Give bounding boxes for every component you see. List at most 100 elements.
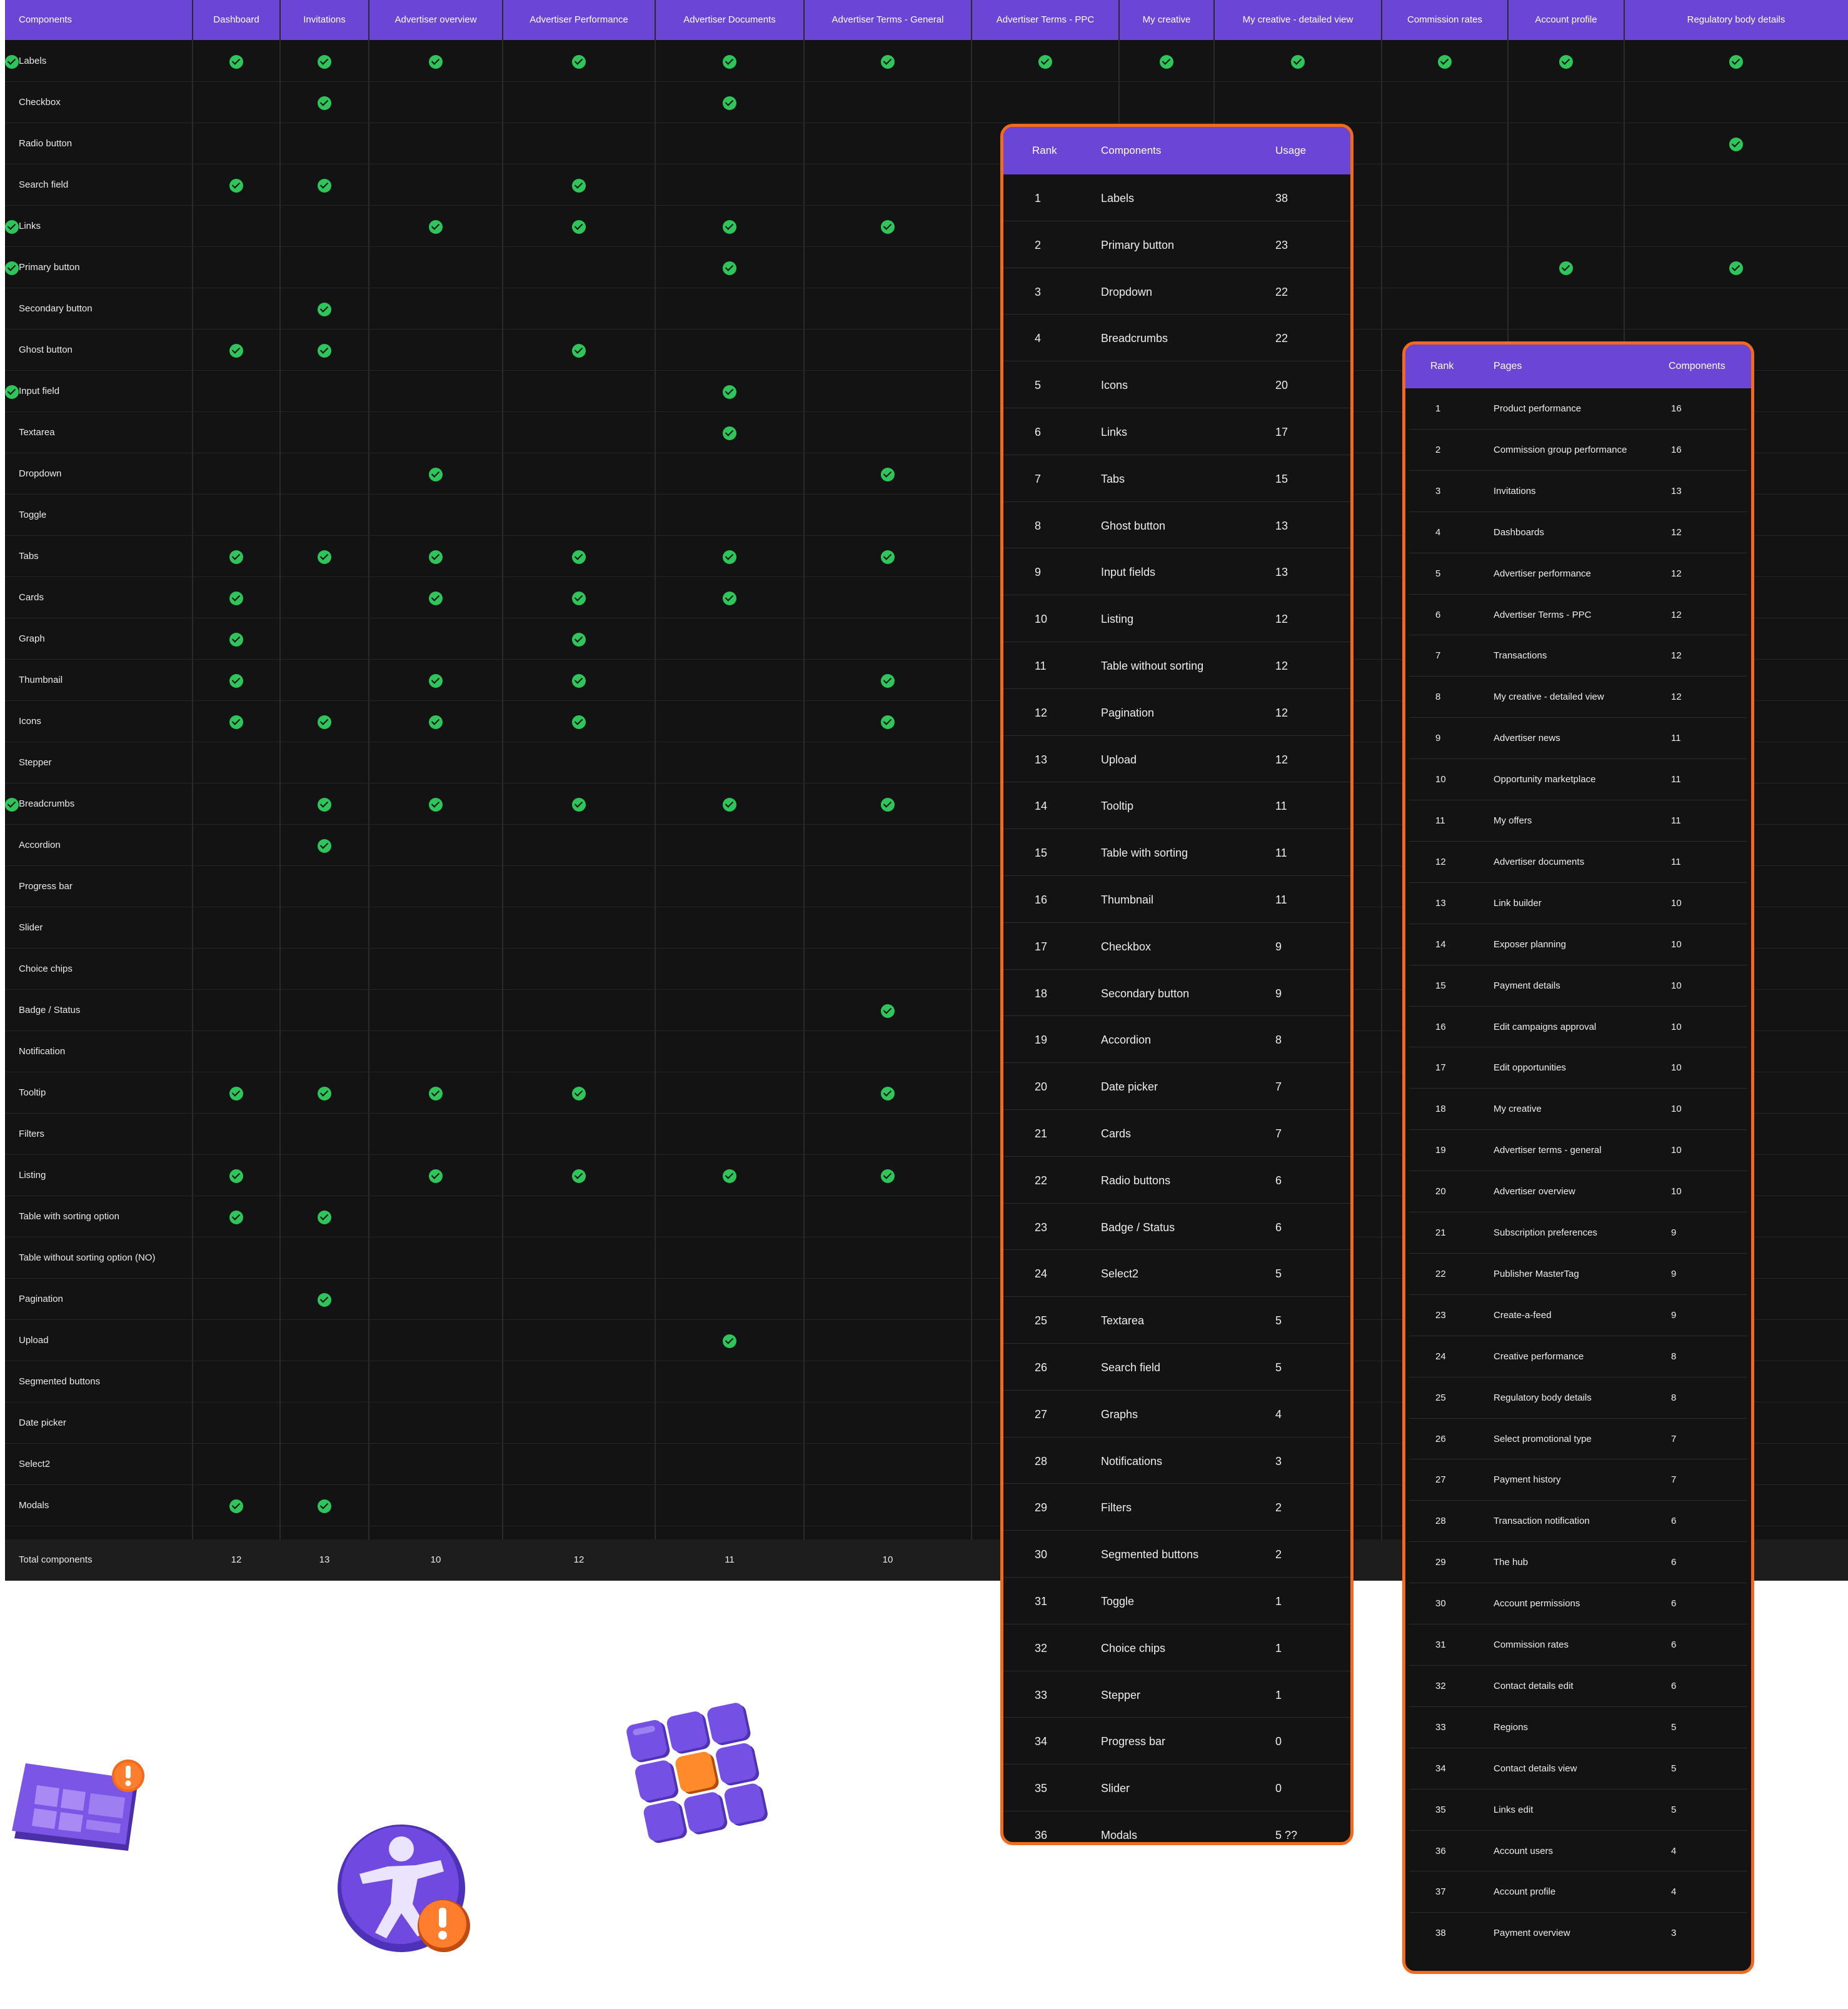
page-name: Advertiser Terms - PPC — [1494, 609, 1592, 620]
usage-rank: 35 — [1035, 1782, 1048, 1795]
usage-component: Progress bar — [1101, 1735, 1166, 1748]
page-component-count: 10 — [1671, 1104, 1682, 1115]
page-name: Contact details edit — [1494, 1680, 1574, 1691]
table-warning-icon — [9, 1751, 153, 1866]
usage-row-divider — [1003, 1249, 1350, 1251]
page-name: Commission group performance — [1494, 444, 1627, 455]
check-icon — [318, 1499, 331, 1513]
check-icon — [229, 344, 243, 358]
usage-rank: 21 — [1035, 1127, 1048, 1140]
row-label: Pagination — [19, 1294, 63, 1304]
usage-component: Search field — [1101, 1361, 1161, 1374]
page-component-count: 8 — [1671, 1392, 1677, 1403]
page-name: Publisher MasterTag — [1494, 1268, 1579, 1279]
usage-rank: 15 — [1035, 847, 1048, 860]
component-grid-icon — [625, 1701, 772, 1845]
page-component-count: 6 — [1671, 1557, 1677, 1568]
page-name: Payment history — [1494, 1474, 1561, 1486]
row-divider — [5, 370, 1848, 371]
usage-component: Date picker — [1101, 1080, 1158, 1094]
page-name: Transaction notification — [1494, 1516, 1590, 1527]
row-label: Accordion — [19, 840, 61, 850]
row-label: Cards — [19, 592, 44, 603]
usage-row-divider — [1003, 1062, 1350, 1064]
page-rank: 7 — [1435, 650, 1441, 662]
row-divider — [5, 865, 1848, 866]
usage-row-divider — [1003, 1717, 1350, 1718]
usage-rank: 12 — [1035, 706, 1048, 719]
page-name: Contact details view — [1494, 1763, 1577, 1774]
row-label: Primary button — [19, 262, 80, 273]
usage-rank: 3 — [1035, 285, 1042, 298]
usage-rank: 24 — [1035, 1267, 1048, 1281]
page-rank: 8 — [1435, 692, 1441, 703]
page-component-count: 4 — [1671, 1886, 1677, 1898]
usage-component: Badge / Status — [1101, 1221, 1175, 1234]
row-label: Tabs — [19, 551, 39, 561]
page-component-count: 10 — [1671, 980, 1682, 991]
check-icon — [723, 385, 736, 399]
usage-count: 17 — [1275, 426, 1288, 438]
check-icon — [229, 55, 243, 69]
usage-count: 1 — [1275, 1595, 1282, 1608]
page-component-count: 6 — [1671, 1516, 1677, 1527]
total-label: Total components — [19, 1554, 93, 1565]
usage-count: 22 — [1275, 285, 1288, 298]
page-name: Edit campaigns approval — [1494, 1021, 1597, 1032]
usage-rank: 25 — [1035, 1314, 1048, 1327]
pages-panel-header: Rank Pages Components — [1405, 345, 1751, 388]
page-name: Advertiser performance — [1494, 568, 1591, 579]
row-label: Date picker — [19, 1417, 66, 1428]
check-icon — [429, 674, 443, 688]
usage-component: Segmented buttons — [1101, 1548, 1199, 1561]
usage-component: Links — [1101, 426, 1128, 438]
check-icon — [572, 179, 586, 193]
page-name: Payment overview — [1494, 1928, 1570, 1939]
check-icon — [723, 220, 736, 234]
usage-row-divider — [1003, 1202, 1350, 1204]
usage-rank: 30 — [1035, 1548, 1048, 1561]
page-name: Product performance — [1494, 403, 1582, 414]
row-divider — [5, 329, 1848, 330]
page-name: Advertiser overview — [1494, 1186, 1575, 1197]
page-component-count: 6 — [1671, 1598, 1677, 1609]
page-name: Account permissions — [1494, 1598, 1580, 1609]
check-icon — [318, 1087, 331, 1100]
row-label: Listing — [19, 1170, 46, 1181]
usage-rank: 17 — [1035, 940, 1048, 953]
page-rank: 34 — [1435, 1763, 1446, 1774]
usage-component: Pagination — [1101, 706, 1155, 719]
pages-header-components: Components — [1669, 361, 1725, 371]
usage-component: Tooltip — [1101, 800, 1134, 813]
usage-count: 0 — [1275, 1782, 1282, 1795]
page-rank: 30 — [1435, 1598, 1446, 1609]
row-divider — [5, 205, 1848, 206]
check-icon — [318, 344, 331, 358]
row-label: Stepper — [19, 757, 52, 768]
page-name: Regions — [1494, 1721, 1529, 1733]
page-row-divider — [1409, 1088, 1747, 1089]
column-header: My creative - detailed view — [1242, 14, 1353, 25]
page-rank: 33 — [1435, 1721, 1446, 1733]
usage-row-divider — [1003, 1764, 1350, 1765]
check-icon — [229, 1087, 243, 1100]
usage-component: Breadcrumbs — [1101, 332, 1168, 345]
page-name: My creative — [1494, 1104, 1542, 1115]
check-icon — [723, 261, 736, 275]
usage-component: Primary button — [1101, 238, 1175, 251]
page-component-count: 5 — [1671, 1721, 1677, 1733]
page-name: Exposer planning — [1494, 939, 1566, 950]
page-name: Commission rates — [1494, 1639, 1569, 1650]
check-icon — [318, 1293, 331, 1307]
page-name: Select promotional type — [1494, 1433, 1592, 1444]
usage-component: Labels — [1101, 192, 1135, 204]
check-icon — [5, 261, 19, 275]
usage-rank: 14 — [1035, 800, 1048, 813]
page-rank: 27 — [1435, 1474, 1446, 1486]
page-rank: 5 — [1435, 568, 1441, 579]
page-component-count: 7 — [1671, 1433, 1677, 1444]
usage-count: 9 — [1275, 987, 1282, 1000]
page-component-count: 8 — [1671, 1351, 1677, 1362]
check-icon — [881, 1087, 895, 1100]
check-icon — [572, 633, 586, 647]
